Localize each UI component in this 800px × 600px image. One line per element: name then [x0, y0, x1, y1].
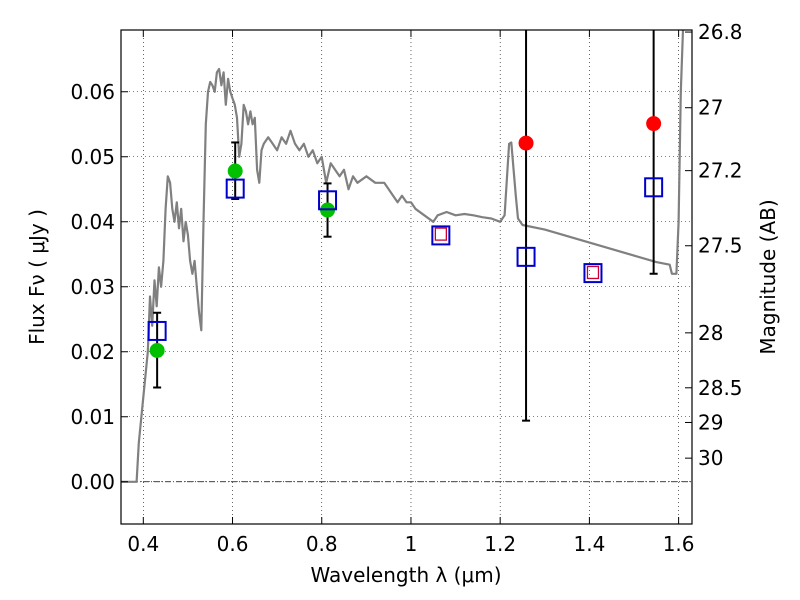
- y2-tick-label: 29: [698, 410, 723, 434]
- x-tick-label: 0.4: [127, 532, 159, 556]
- y2-tick-label: 26.8: [698, 20, 743, 44]
- model-flux-box: [644, 177, 664, 198]
- upper-limit-point: [646, 116, 662, 132]
- x-axis-title: Wavelength λ (μm): [310, 563, 501, 587]
- y-tick-label: 0.00: [70, 470, 115, 494]
- inner-model-box: [434, 227, 447, 241]
- x-tick-label: 1.4: [573, 532, 605, 556]
- model-boxes: [147, 177, 664, 341]
- upper-limit-point: [518, 135, 534, 151]
- observed-flux-point: [227, 163, 243, 179]
- model-flux-box: [225, 178, 245, 199]
- y2-tick-label: 30: [698, 446, 723, 470]
- axis-ticks: 0.4 0.6 0.8 1 1.2 1.4 1.6 0.00 0.01 0.02 0.03 0.04 0…: [70, 20, 742, 556]
- x-tick-label: 1.2: [484, 532, 516, 556]
- model-flux-box: [318, 190, 338, 211]
- model-flux-box: [431, 225, 451, 246]
- plot-frame: [120, 29, 693, 525]
- model-flux-box: [147, 320, 167, 341]
- y-axis-title: Flux Fν ( μJy ): [25, 209, 49, 345]
- model-flux-box: [583, 263, 603, 284]
- y2-tick-label: 28.5: [698, 376, 743, 400]
- y-tick-label: 0.06: [70, 80, 115, 104]
- y2-axis-title: Magnitude (AB): [756, 199, 780, 354]
- template-spectrum-line: [121, 30, 685, 483]
- y2-tick-label: 27.2: [698, 159, 743, 183]
- x-tick-label: 1.6: [663, 532, 695, 556]
- y-tick-label: 0.03: [70, 275, 115, 299]
- y2-tick-label: 27: [698, 96, 723, 120]
- y-tick-label: 0.01: [70, 405, 115, 429]
- error-bars: [153, 30, 658, 422]
- data-points: [149, 116, 662, 358]
- x-tick-label: 0.6: [217, 532, 249, 556]
- x-tick-label: 1: [405, 532, 418, 556]
- model-flux-box: [516, 246, 536, 267]
- inner-model-box: [586, 265, 600, 280]
- y-tick-label: 0.02: [70, 340, 115, 364]
- y-tick-label: 0.05: [70, 145, 115, 169]
- y2-tick-label: 28: [698, 321, 723, 345]
- observed-flux-point: [149, 342, 165, 358]
- y-tick-label: 0.04: [70, 210, 115, 234]
- y2-tick-label: 27.5: [698, 234, 743, 258]
- x-tick-label: 0.8: [306, 532, 338, 556]
- template-spectrum: [121, 30, 685, 483]
